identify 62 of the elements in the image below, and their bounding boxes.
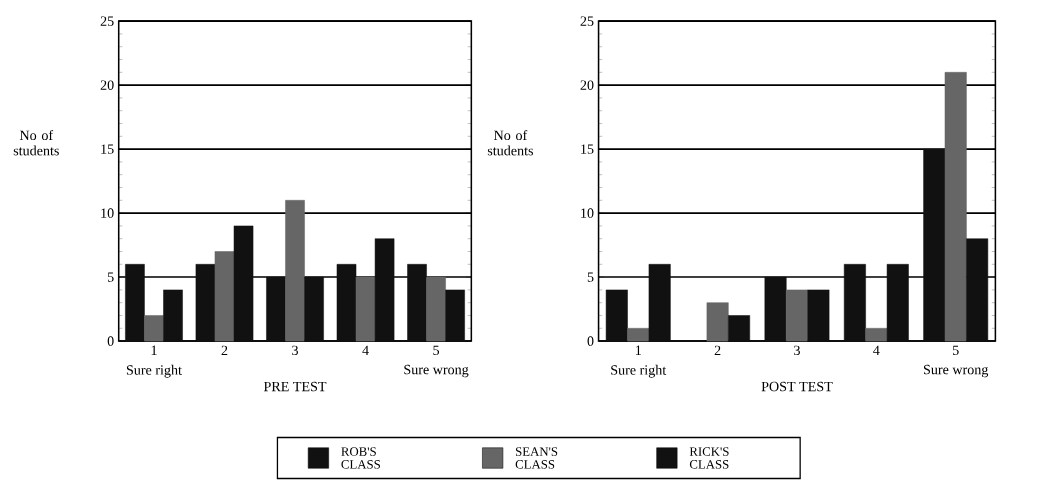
bar: [407, 263, 427, 342]
bar: [764, 276, 787, 342]
bar: [285, 199, 305, 342]
y-axis-title: No of students: [13, 129, 59, 156]
text: Sure wrong: [404, 364, 469, 378]
bar: [706, 302, 729, 342]
x-tick-label: 2: [714, 345, 721, 355]
bar: [843, 263, 866, 342]
bar: [944, 71, 967, 342]
x-axis-title: PRE TEST: [263, 381, 327, 392]
text: Sure right: [611, 364, 667, 378]
x-tick-label: 5: [953, 345, 959, 355]
x-tick-label: 1: [635, 345, 641, 355]
bar: [125, 263, 145, 342]
bar: [355, 276, 376, 342]
bar: [865, 327, 888, 342]
bar: [605, 289, 628, 342]
y-tick-label: 25: [100, 16, 114, 26]
text: Sure right: [126, 364, 182, 378]
bar: [648, 263, 671, 342]
legend-label: SEAN'S CLASS: [515, 447, 558, 469]
text: Sure wrong: [923, 364, 989, 378]
bar: [144, 315, 164, 342]
bar: [195, 263, 216, 342]
x-axis-title: POST TEST: [761, 381, 833, 392]
legend-label: RICK'S CLASS: [689, 447, 729, 469]
bar: [886, 263, 909, 342]
x-tick-label: 4: [873, 345, 880, 355]
x-tick-label: 3: [292, 345, 298, 355]
bar: [426, 276, 446, 342]
y-tick-label: 5: [587, 272, 594, 282]
bar: [807, 289, 830, 342]
bar: [214, 251, 235, 342]
bar: [966, 238, 989, 342]
y-tick-label: 10: [581, 208, 594, 218]
bar: [233, 225, 254, 342]
x-tick-label: 5: [433, 345, 440, 355]
y-axis-title: No of students: [487, 129, 533, 156]
bar: [336, 263, 357, 342]
y-tick-label: 5: [107, 272, 114, 282]
bar: [304, 276, 324, 342]
bar: [163, 289, 183, 342]
y-tick-label: 25: [580, 16, 594, 26]
y-tick-label: 20: [100, 80, 114, 90]
y-tick-label: 0: [107, 336, 114, 346]
x-tick-label: 3: [794, 345, 800, 355]
x-tick-label: 2: [221, 345, 228, 355]
y-tick-label: 20: [580, 80, 594, 90]
bar: [374, 238, 395, 342]
bar: [266, 276, 286, 342]
x-tick-label: 4: [362, 345, 369, 355]
x-tick-label: 1: [151, 345, 157, 355]
y-tick-label: 15: [581, 144, 594, 154]
y-tick-label: 10: [101, 208, 114, 218]
bar: [627, 327, 650, 342]
bar: [923, 148, 946, 342]
y-tick-label: 0: [587, 336, 594, 346]
legend-label: ROB'S CLASS: [341, 447, 380, 469]
bar: [728, 315, 751, 342]
y-tick-label: 15: [101, 144, 114, 154]
bar: [786, 289, 808, 342]
bar: [445, 289, 465, 342]
